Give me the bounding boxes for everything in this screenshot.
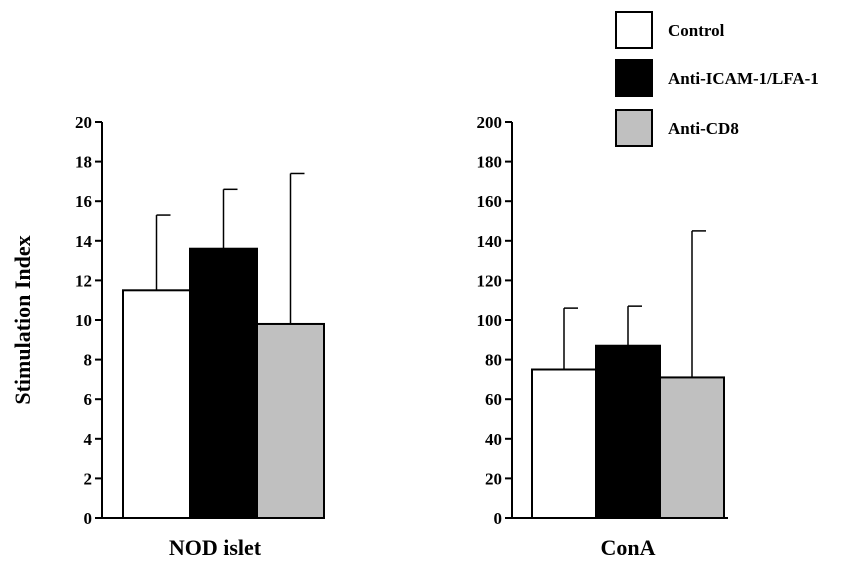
panel2-y-tick-label: 40 xyxy=(485,430,502,449)
panel1-bar-control xyxy=(122,289,191,519)
panel2-y-tick-label: 100 xyxy=(477,311,503,330)
panel2-y-tick-label: 160 xyxy=(477,192,503,211)
panel2-y-tick-label: 80 xyxy=(485,351,502,370)
legend-swatch-anti-cd8 xyxy=(615,109,653,147)
panel2-bar-control xyxy=(531,368,597,519)
panel2-y-tick-label: 60 xyxy=(485,390,502,409)
panel2-y-tick-label: 0 xyxy=(494,509,503,528)
panel1-x-axis-label: NOD islet xyxy=(169,535,262,558)
panel2-x-axis-label: ConA xyxy=(600,535,655,558)
panel2-bar-anti-icam-1-lfa-1 xyxy=(595,344,661,519)
panel1-y-tick-label: 14 xyxy=(75,232,93,251)
panel1-y-tick-label: 2 xyxy=(84,469,93,488)
legend-label-anti-icam-1-lfa-1: Anti-ICAM-1/LFA-1 xyxy=(668,69,819,88)
panel1-bar-anti-cd8 xyxy=(256,322,325,519)
legend-swatch-anti-icam-1-lfa-1 xyxy=(615,59,653,97)
legend-label-control: Control xyxy=(668,21,725,40)
panel1-y-tick-label: 16 xyxy=(75,192,92,211)
panel1-y-tick-label: 12 xyxy=(75,271,92,290)
panel1-y-tick-label: 0 xyxy=(84,509,93,528)
panel1-y-axis-label: Stimulation Index xyxy=(10,235,35,404)
panel1-y-tick-label: 20 xyxy=(75,113,92,132)
panel1-y-tick-label: 8 xyxy=(84,351,93,370)
panel2-y-tick-label: 120 xyxy=(477,271,503,290)
legend-label-anti-cd8: Anti-CD8 xyxy=(668,119,739,138)
panel2-y-tick-label: 140 xyxy=(477,232,503,251)
panel2-y-tick-label: 20 xyxy=(485,469,502,488)
legend-swatch-control xyxy=(615,11,653,49)
panel1-y-tick-label: 4 xyxy=(84,430,93,449)
panel2-y-tick-label: 200 xyxy=(477,113,503,132)
panel1-y-tick-label: 18 xyxy=(75,153,92,172)
panel2-y-tick-label: 180 xyxy=(477,153,503,172)
panel1-y-tick-label: 6 xyxy=(84,390,93,409)
panel2-bar-anti-cd8 xyxy=(659,376,725,520)
panel1-y-tick-label: 10 xyxy=(75,311,92,330)
panel1-bar-anti-icam-1-lfa-1 xyxy=(189,247,258,519)
